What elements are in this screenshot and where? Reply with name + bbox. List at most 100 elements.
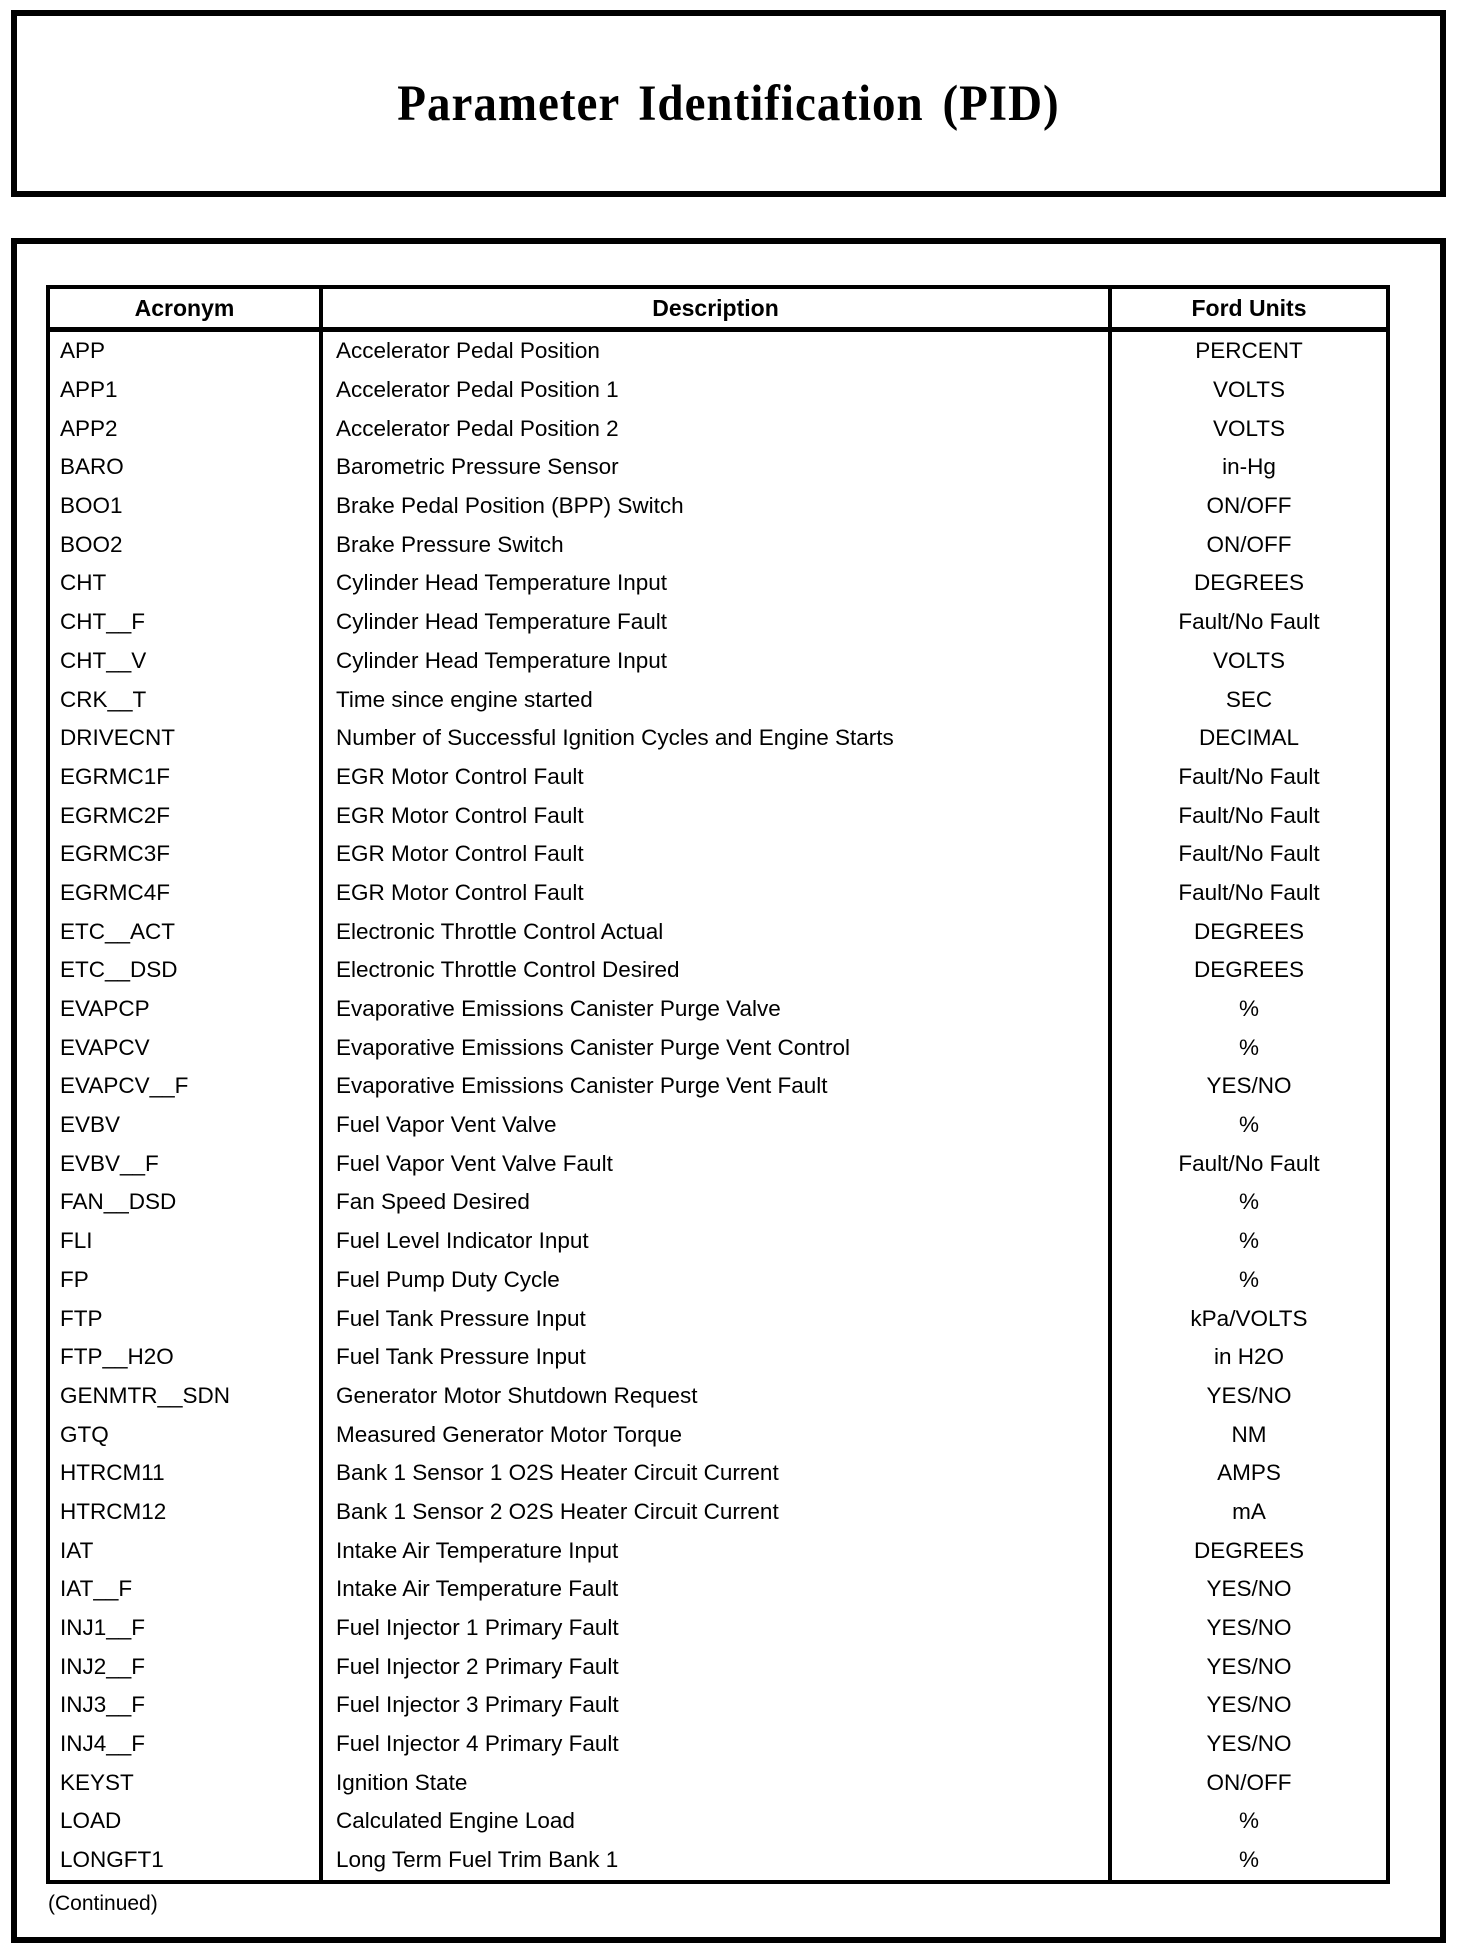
cell-ford-units: Fault/No Fault [1178,802,1320,828]
cell-description: Fuel Injector 3 Primary Fault [323,1686,1112,1725]
cell-ford-units: NM [1231,1421,1267,1447]
cell-acronym: FP [50,1260,323,1300]
cell-description: Cylinder Head Temperature Input [323,641,1112,681]
column-header-description: Description [323,289,1112,327]
cell-ford-units: YES/NO [1206,1731,1292,1757]
cell-acronym: EVBV [50,1105,323,1145]
cell-acronym: FLI [50,1221,323,1261]
cell-description: Fuel Tank Pressure Input [323,1337,1112,1377]
cell-ford-units: % [1238,1847,1259,1873]
cell-acronym: EVAPCV__F [50,1067,323,1106]
cell-description: Accelerator Pedal Position 1 [323,370,1112,410]
cell-description: Time since engine started [323,680,1112,719]
cell-ford-units: Fault/No Fault [1178,1150,1320,1176]
cell-acronym: EGRMC3F [50,834,323,874]
continued-note: (Continued) [48,1892,158,1915]
cell-acronym: BOO1 [50,486,323,526]
cell-description: Fuel Tank Pressure Input [323,1299,1112,1338]
cell-acronym: IAT__F [50,1570,323,1609]
cell-acronym: GTQ [50,1415,323,1454]
cell-acronym: FTP [50,1299,323,1338]
cell-acronym: APP1 [50,370,323,410]
table-row: EVBV__F Fuel Vapor Vent Valve Fault Fault/… [50,1144,1386,1184]
cell-acronym: EGRMC1F [50,757,323,797]
cell-description: Intake Air Temperature Fault [323,1570,1112,1609]
table-row: IAT__F Intake Air Temperature Fault YES/NO [50,1570,1386,1609]
pid-table: Acronym Description Ford Units APP Accele… [46,285,1390,1884]
cell-acronym: BOO2 [50,525,323,565]
table-row: LONGFT1 Long Term Fuel Trim Bank 1% [50,1840,1386,1880]
cell-description: Fuel Injector 4 Primary Fault [323,1724,1112,1764]
cell-description: Fuel Injector 1 Primary Fault [323,1608,1112,1648]
cell-description: Bank 1 Sensor 2 O2S Heater Circuit Curre… [323,1492,1112,1532]
cell-ford-units: % [1238,1266,1259,1292]
cell-description: EGR Motor Control Fault [323,796,1112,835]
table-row: EVAPCV__F Evaporative Emissions Canister … [50,1067,1386,1106]
cell-acronym: CHT__F [50,602,323,642]
cell-description: Ignition State [323,1763,1112,1803]
cell-description: Fuel Vapor Vent Valve Fault [323,1144,1112,1184]
table-row: KEYST Ignition State ON/OFF [50,1763,1386,1803]
table-row: ETC__DSD Electronic Throttle Control Desi… [50,951,1386,990]
cell-ford-units: Fault/No Fault [1178,879,1320,905]
cell-ford-units: YES/NO [1206,1653,1292,1679]
cell-description: Intake Air Temperature Input [323,1531,1112,1570]
table-row: APP Accelerator Pedal Position PERCENT [50,332,1386,371]
cell-ford-units: % [1238,1228,1259,1254]
table-row: EVAPCP Evaporative Emissions Canister Pur… [50,989,1386,1029]
cell-acronym: KEYST [50,1763,323,1803]
cell-acronym: CRK__T [50,680,323,719]
cell-description: Cylinder Head Temperature Input [323,564,1112,603]
cell-ford-units: YES/NO [1206,1615,1292,1641]
cell-ford-units: mA [1232,1498,1266,1524]
cell-description: Electronic Throttle Control Actual [323,912,1112,951]
table-row: LOAD Calculated Engine Load% [50,1802,1386,1841]
table-row: GTQ Measured Generator Motor Torque NM [50,1415,1386,1454]
table-body: APP Accelerator Pedal Position PERCENT APP1… [50,332,1386,1880]
cell-acronym: INJ1__F [50,1608,323,1648]
cell-ford-units: PERCENT [1195,338,1303,364]
cell-ford-units: kPa/VOLTS [1190,1305,1308,1331]
table-row: FAN__DSD Fan Speed Desired% [50,1183,1386,1222]
cell-acronym: BARO [50,448,323,487]
cell-ford-units: AMPS [1217,1460,1281,1486]
table-row: IAT Intake Air Temperature Input DEGREES [50,1531,1386,1570]
cell-description: Fuel Injector 2 Primary Fault [323,1647,1112,1687]
cell-acronym: CHT [50,564,323,603]
table-row: CRK__T Time since engine started SEC [50,680,1386,719]
cell-description: Evaporative Emissions Canister Purge Ven… [323,1067,1112,1106]
cell-acronym: IAT [50,1531,323,1570]
cell-acronym: ETC__ACT [50,912,323,951]
cell-ford-units: in H2O [1213,1344,1285,1370]
cell-description: Fuel Level Indicator Input [323,1221,1112,1261]
table-row: INJ1__F Fuel Injector 1 Primary Fault YES/… [50,1608,1386,1648]
table-row: APP2 Accelerator Pedal Position 2 VOLTS [50,409,1386,449]
cell-ford-units: % [1238,1112,1259,1138]
cell-description: Generator Motor Shutdown Request [323,1376,1112,1416]
cell-acronym: DRIVECNT [50,718,323,758]
table-row: BARO Barometric Pressure Sensor in-Hg [50,448,1386,487]
table-row: ETC__ACT Electronic Throttle Control Actu… [50,912,1386,951]
cell-acronym: GENMTR__SDN [50,1376,323,1416]
cell-description: Cylinder Head Temperature Fault [323,602,1112,642]
cell-description: Fuel Vapor Vent Valve [323,1105,1112,1145]
cell-ford-units: VOLTS [1212,415,1286,441]
cell-acronym: HTRCM12 [50,1492,323,1532]
cell-ford-units: Fault/No Fault [1178,763,1320,789]
cell-ford-units: VOLTS [1212,647,1286,673]
cell-description: Brake Pressure Switch [323,525,1112,565]
cell-description: Long Term Fuel Trim Bank 1 [323,1840,1112,1880]
cell-ford-units: ON/OFF [1206,531,1292,557]
cell-acronym: EVBV__F [50,1144,323,1184]
cell-description: Electronic Throttle Control Desired [323,951,1112,990]
table-row: CHT__F Cylinder Head Temperature Fault Fau… [50,602,1386,642]
cell-acronym: INJ2__F [50,1647,323,1687]
cell-ford-units: % [1238,1189,1259,1215]
cell-ford-units: DEGREES [1193,957,1305,983]
table-row: CHT__V Cylinder Head Temperature Input VOL… [50,641,1386,681]
cell-description: Fuel Pump Duty Cycle [323,1260,1112,1300]
table-row: FP Fuel Pump Duty Cycle% [50,1260,1386,1300]
title-box: Parameter Identification (PID) [11,10,1446,197]
cell-acronym: ETC__DSD [50,951,323,990]
